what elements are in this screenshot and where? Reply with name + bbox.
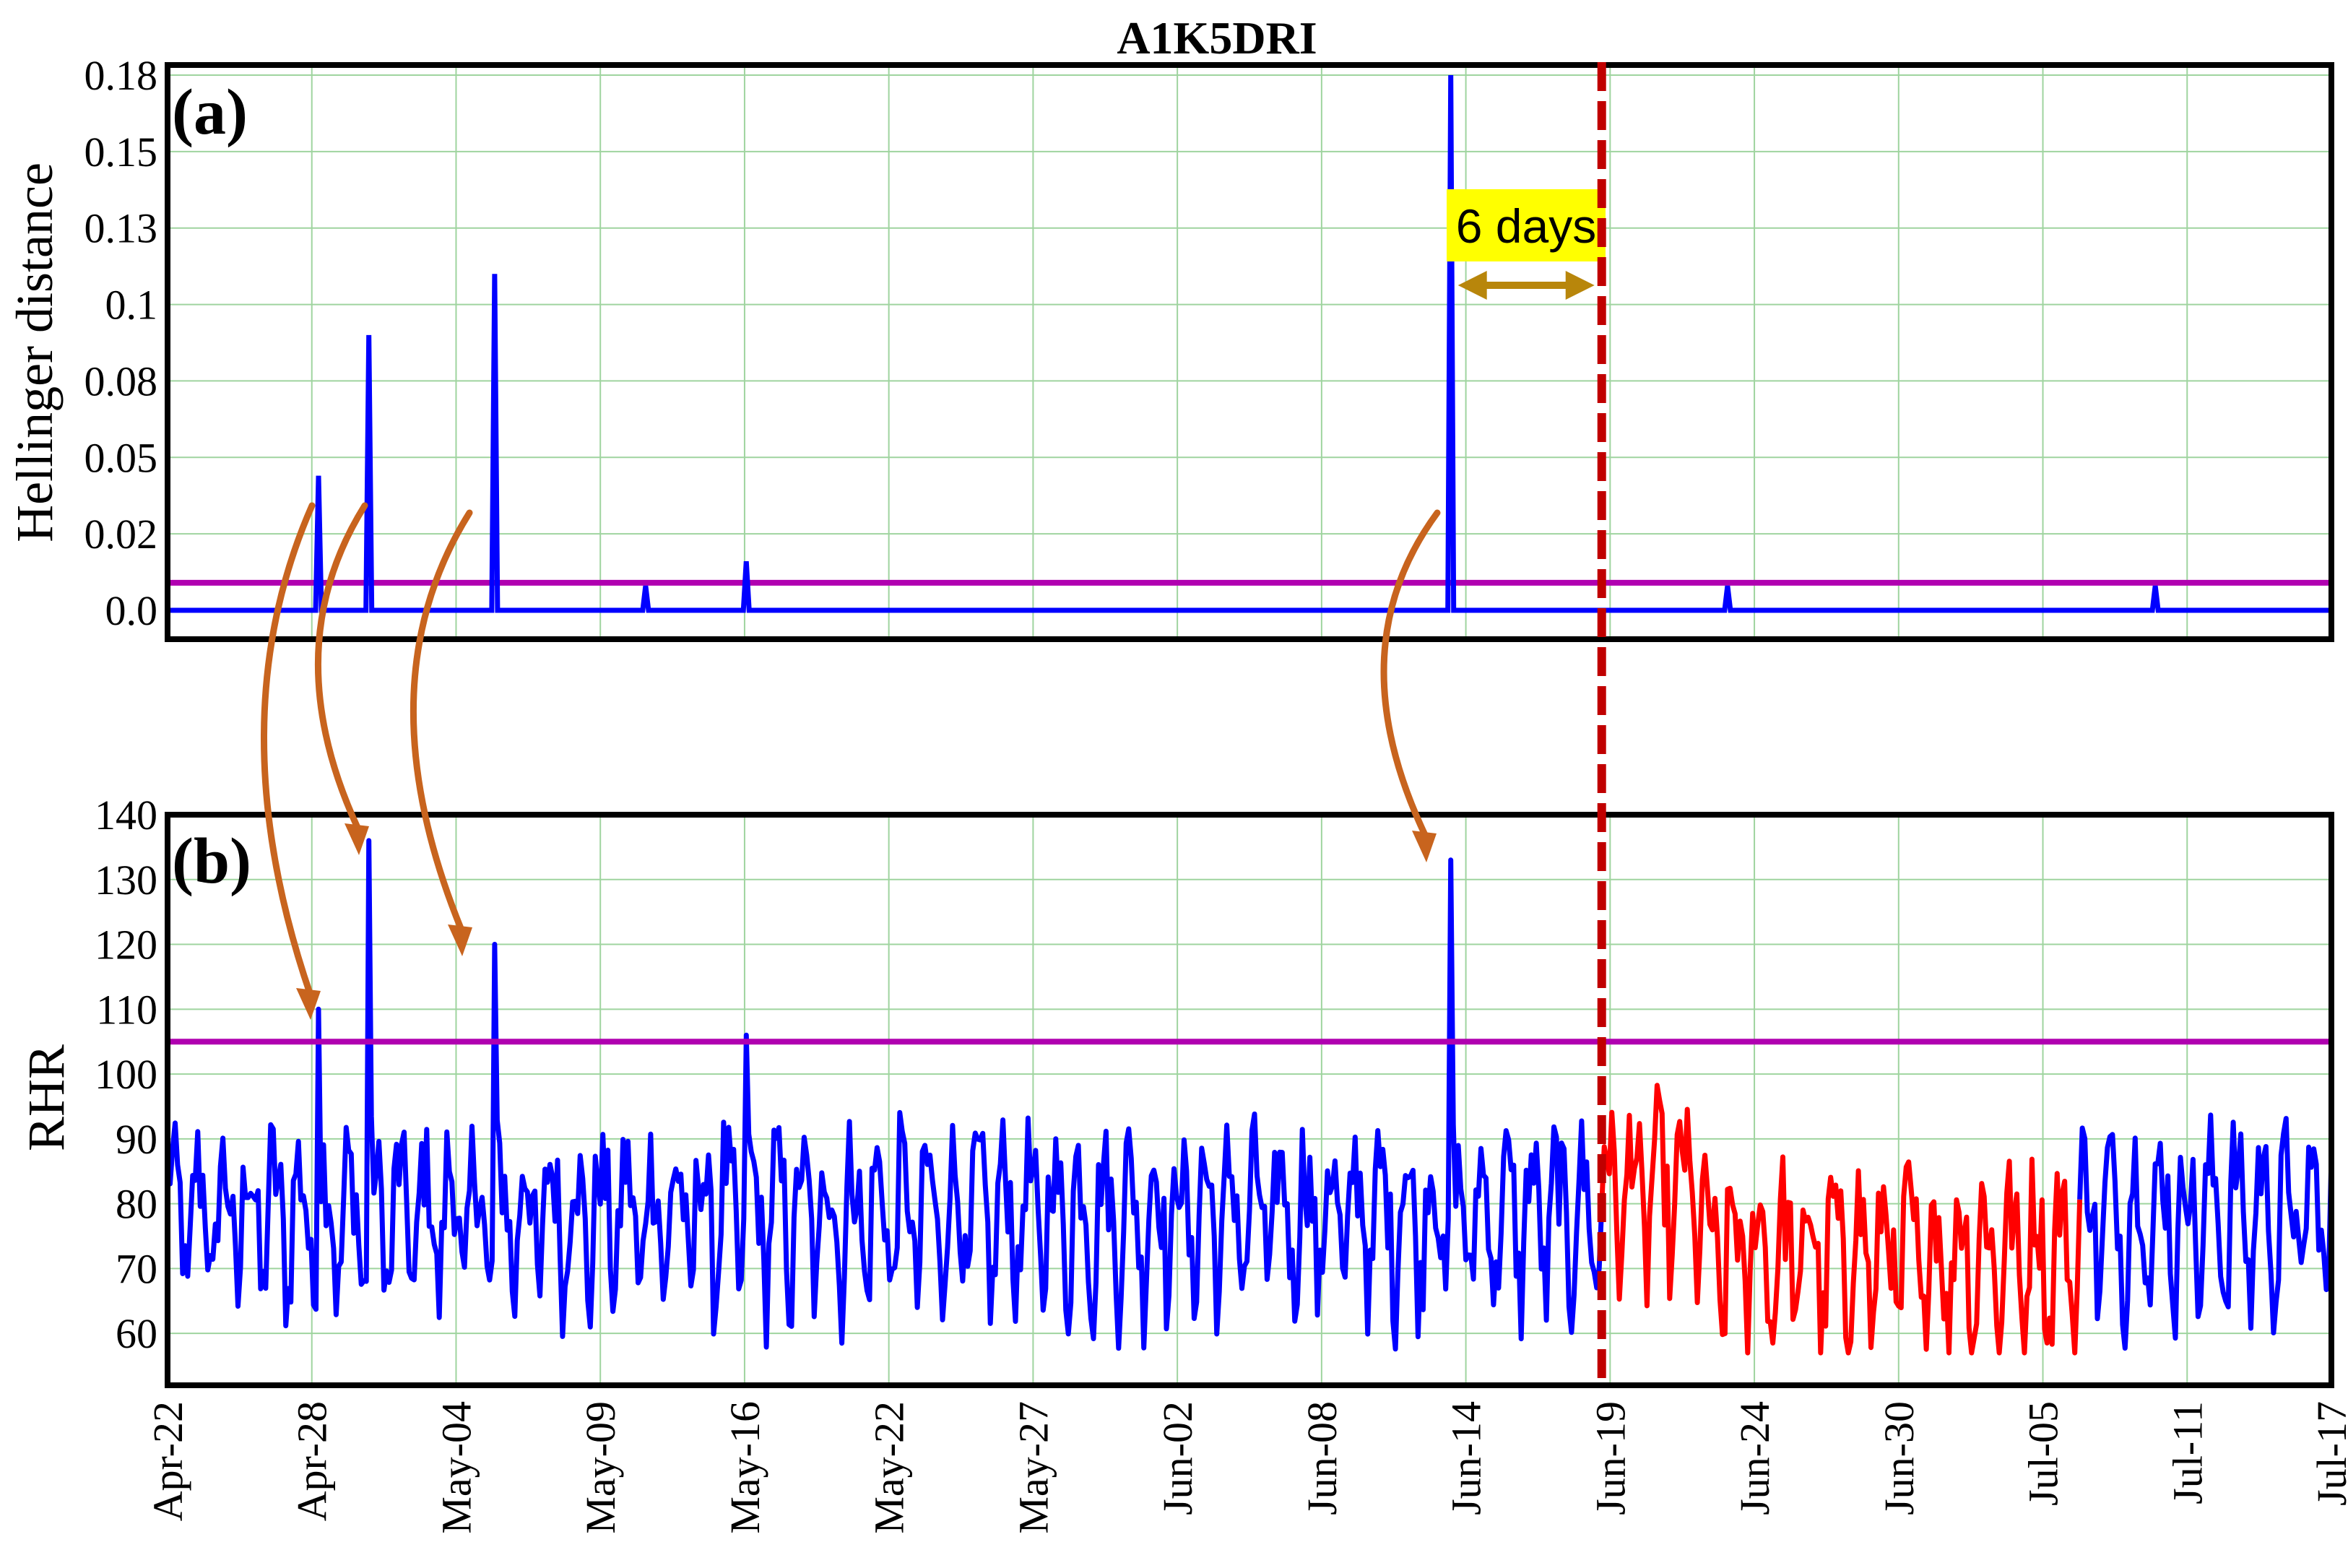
x-tick-label: Jun-02 xyxy=(1154,1401,1201,1515)
linking-arrows xyxy=(261,502,1441,1020)
x-tick-label: May-04 xyxy=(433,1401,480,1534)
x-tick-label: May-16 xyxy=(722,1401,768,1534)
x-tick-label: Apr-22 xyxy=(144,1401,191,1521)
y-tick-label: 0.02 xyxy=(85,511,158,558)
panel-a-plot xyxy=(168,74,2331,613)
rhr-series-before xyxy=(167,838,1605,1352)
link-arrow-curve xyxy=(1380,509,1441,841)
x-tick-label: Jul-05 xyxy=(2020,1401,2067,1506)
y-tick-label: 0.13 xyxy=(85,205,158,252)
rhr-series-after xyxy=(2077,1112,2334,1351)
link-arrow-curve xyxy=(410,509,473,935)
y-tick-label: 0.05 xyxy=(85,434,158,481)
x-tick-label: Jul-11 xyxy=(2164,1401,2211,1504)
six-days-annotation: 6 days xyxy=(1447,189,1606,300)
y-tick-label: 0.18 xyxy=(85,52,158,99)
y-tick-label: 80 xyxy=(116,1181,157,1228)
panel-b-tag: (b) xyxy=(172,826,251,897)
link-arrow-head xyxy=(296,988,321,1020)
panel-a-frame xyxy=(165,62,2334,642)
x-tick-label: May-09 xyxy=(577,1401,624,1534)
y-tick-label: 70 xyxy=(116,1245,157,1292)
panel-a-grid xyxy=(168,65,2331,639)
link-arrow-curve xyxy=(314,502,368,834)
panel-a-tag: (a) xyxy=(172,77,248,148)
panel-b-x-ticks: Apr-22 Apr-28 May-04 May-09 May-16 May-22 May-… xyxy=(144,1401,2348,1534)
x-tick-label: Jun-19 xyxy=(1587,1401,1634,1515)
hellinger-series-line xyxy=(168,74,2331,613)
six-days-arrow-head-right xyxy=(1565,271,1595,300)
x-tick-label: May-27 xyxy=(1010,1401,1057,1534)
panel-b-y-ticks: 60 70 80 90 100 110 120 130 140 xyxy=(95,792,157,1357)
six-days-arrow-head-left xyxy=(1457,271,1487,300)
y-tick-label: 110 xyxy=(96,986,157,1033)
chart-title: A1K5DRI xyxy=(1117,12,1317,64)
panel-b-plot xyxy=(167,838,2334,1356)
y-tick-label: 0.0 xyxy=(105,587,158,634)
link-arrow-head xyxy=(345,823,369,855)
six-days-label: 6 days xyxy=(1456,199,1596,253)
rhr-series-sick xyxy=(1599,1083,2083,1356)
x-tick-label: Jun-14 xyxy=(1443,1401,1490,1515)
panel-a-y-axis-title: Hellinger distance xyxy=(6,163,64,542)
x-tick-label: May-22 xyxy=(866,1401,913,1534)
six-days-highlight xyxy=(1447,189,1606,261)
y-tick-label: 130 xyxy=(95,857,157,904)
x-tick-label: Jul-17 xyxy=(2308,1401,2348,1506)
x-tick-label: Jun-30 xyxy=(1876,1401,1923,1515)
panel-b-frame xyxy=(165,812,2334,1388)
y-tick-label: 120 xyxy=(95,922,157,969)
y-tick-label: 100 xyxy=(95,1051,157,1098)
link-arrow-head xyxy=(448,924,472,956)
x-tick-label: Apr-28 xyxy=(289,1401,336,1521)
panel-b-y-axis-title: RHR xyxy=(17,1044,75,1151)
link-arrow-curve xyxy=(261,502,316,999)
x-tick-label: Jun-08 xyxy=(1299,1401,1346,1515)
y-tick-label: 60 xyxy=(116,1310,157,1357)
y-tick-label: 0.08 xyxy=(85,358,158,404)
y-tick-label: 90 xyxy=(116,1116,157,1163)
y-tick-label: 0.1 xyxy=(105,282,158,329)
y-tick-label: 140 xyxy=(95,792,157,839)
link-arrow-head xyxy=(1412,831,1437,862)
y-tick-label: 0.15 xyxy=(85,129,158,176)
x-tick-label: Jun-24 xyxy=(1731,1401,1778,1515)
panel-a-y-ticks: 0.0 0.02 0.05 0.08 0.1 0.13 0.15 0.18 xyxy=(85,52,158,634)
